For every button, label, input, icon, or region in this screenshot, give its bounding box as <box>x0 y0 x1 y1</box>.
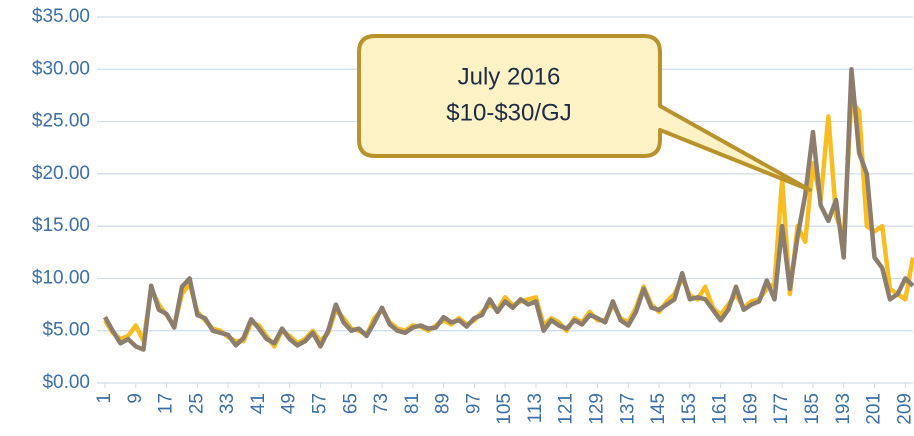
y-tick-label: $0.00 <box>42 372 90 393</box>
x-tick-label: 1 <box>94 393 115 404</box>
y-tick-label: $15.00 <box>32 215 90 236</box>
x-tick-label: 105 <box>494 393 515 425</box>
x-tick-label: 169 <box>740 393 761 425</box>
x-tick-label: 113 <box>525 393 546 423</box>
x-tick-label: 9 <box>125 393 146 404</box>
x-tick-label: 177 <box>771 393 792 425</box>
x-tick-label: 137 <box>617 393 638 425</box>
x-tick-label: 57 <box>309 393 330 414</box>
x-tick-label: 17 <box>156 393 177 414</box>
x-tick-label: 145 <box>648 393 669 425</box>
x-tick-label: 97 <box>463 393 484 414</box>
annotation: July 2016 <box>458 63 561 90</box>
x-tick-label: 89 <box>433 393 454 414</box>
x-tick-label: 129 <box>587 393 608 425</box>
x-tick-label: 25 <box>186 393 207 414</box>
y-tick-label: $5.00 <box>42 320 90 341</box>
x-tick-label: 201 <box>864 393 885 425</box>
y-tick-label: $20.00 <box>32 163 90 184</box>
x-tick-label: 49 <box>279 393 300 414</box>
x-tick-label: 33 <box>217 393 238 414</box>
x-tick-label: 121 <box>556 393 577 425</box>
series-line <box>103 67 914 352</box>
x-tick-label: 209 <box>894 393 914 425</box>
x-tick-label: 41 <box>248 393 269 414</box>
x-tick-label: 73 <box>371 393 392 414</box>
x-tick-label: 193 <box>833 393 854 425</box>
y-tick-label: $35.00 <box>32 6 90 27</box>
x-tick-label: 185 <box>802 393 823 425</box>
y-tick-label: $30.00 <box>32 58 90 79</box>
annotation: $10-$30/GJ <box>446 99 571 126</box>
x-tick-label: 153 <box>679 393 700 425</box>
y-tick-label: $25.00 <box>32 111 90 132</box>
y-tick-label: $10.00 <box>32 267 90 288</box>
lines <box>103 67 914 352</box>
x-tick-label: 65 <box>340 393 361 414</box>
callout <box>357 34 812 192</box>
x-tick-label: 81 <box>402 393 423 414</box>
x-tick-label: 161 <box>710 393 731 425</box>
